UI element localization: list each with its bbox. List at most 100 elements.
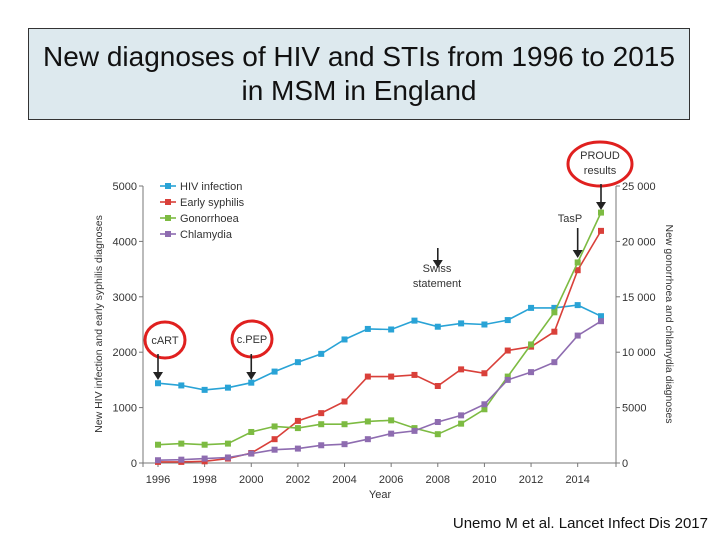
tasp-arrow-head	[572, 250, 583, 258]
data-point	[504, 347, 511, 354]
data-point	[294, 425, 301, 432]
legend-label: Early syphilis	[180, 197, 245, 209]
data-point	[551, 328, 558, 335]
legend-marker	[165, 215, 171, 221]
data-point	[388, 373, 395, 380]
proud-highlight-circle	[566, 140, 634, 188]
data-point	[574, 259, 581, 266]
x-tick-label: 2008	[426, 474, 450, 486]
data-point	[598, 227, 604, 234]
data-point	[598, 318, 604, 325]
legend-label: HIV infection	[180, 181, 242, 193]
data-point	[411, 427, 418, 434]
data-point	[364, 418, 371, 425]
swiss-label-line1: Swiss	[423, 263, 452, 275]
data-point	[248, 379, 255, 386]
swiss-label-line2: statement	[413, 278, 461, 290]
cpep-arrow-head	[246, 372, 257, 380]
right-y-axis-label: New gonorrhoea and chlamydia diagnoses	[663, 224, 675, 423]
data-point	[434, 382, 441, 389]
data-point	[388, 430, 395, 437]
x-tick-label: 1996	[146, 474, 170, 486]
data-point	[481, 406, 488, 413]
data-point	[388, 417, 395, 424]
data-point	[318, 350, 325, 357]
data-point	[224, 384, 231, 391]
data-point	[528, 341, 535, 348]
x-tick-label: 2012	[519, 474, 543, 486]
data-point	[458, 320, 465, 327]
legend-marker	[165, 183, 171, 189]
data-point	[155, 457, 161, 464]
data-point	[201, 441, 208, 448]
data-point	[481, 401, 488, 408]
x-tick-label: 2010	[472, 474, 496, 486]
data-point	[574, 267, 581, 274]
slide-title: New diagnoses of HIV and STIs from 1996 …	[43, 41, 675, 106]
x-tick-label: 2002	[286, 474, 310, 486]
data-point	[481, 321, 488, 328]
data-point	[178, 456, 185, 463]
data-point	[574, 302, 581, 309]
series-line-chlamydia	[157, 320, 602, 461]
data-point	[178, 440, 185, 447]
right-y-tick-label: 5000	[622, 403, 646, 415]
data-point	[504, 317, 511, 324]
x-tick-label: 2000	[239, 474, 263, 486]
left-y-tick-label: 1000	[113, 403, 137, 415]
data-point	[411, 317, 418, 324]
data-point	[294, 359, 301, 366]
data-point	[364, 373, 371, 380]
data-point	[528, 304, 535, 311]
data-point	[271, 446, 278, 453]
legend-marker	[165, 199, 171, 205]
data-point	[458, 420, 465, 427]
data-point	[551, 309, 558, 316]
right-y-tick-label: 20 000	[622, 236, 656, 248]
x-axis-label: Year	[369, 489, 392, 501]
series-line-hiv-infection	[157, 304, 602, 391]
right-y-tick-label: 25 000	[622, 181, 656, 193]
data-point	[551, 304, 558, 311]
data-point	[341, 441, 348, 448]
data-point	[294, 445, 301, 452]
data-point	[388, 326, 395, 333]
data-point	[248, 450, 255, 457]
data-point	[178, 382, 185, 389]
left-y-tick-label: 5000	[113, 181, 137, 193]
data-point	[341, 421, 348, 428]
legend-marker	[165, 231, 171, 237]
x-tick-label: 2006	[379, 474, 403, 486]
citation-caption: Unemo M et al. Lancet Infect Dis 2017	[452, 515, 708, 532]
left-y-tick-label: 0	[131, 458, 137, 470]
data-point	[341, 336, 348, 343]
legend-label: Chlamydia	[180, 229, 233, 241]
data-point	[155, 380, 161, 387]
data-point	[481, 370, 488, 377]
data-point	[434, 323, 441, 330]
right-y-tick-label: 10 000	[622, 347, 656, 359]
data-point	[318, 410, 325, 417]
x-tick-label: 1998	[192, 474, 216, 486]
data-point	[598, 209, 604, 216]
data-point	[224, 440, 231, 447]
data-point	[574, 332, 581, 339]
right-y-tick-label: 15 000	[622, 292, 656, 304]
legend-label: Gonorrhoea	[180, 213, 240, 225]
left-y-tick-label: 4000	[113, 236, 137, 248]
data-point	[155, 441, 161, 448]
data-point	[341, 398, 348, 405]
swiss-arrow-head	[432, 260, 443, 268]
data-point	[504, 373, 511, 380]
series-line-gonorrhoea	[157, 212, 602, 446]
data-point	[458, 412, 465, 419]
data-point	[318, 421, 325, 428]
data-point	[271, 436, 278, 443]
data-point	[224, 454, 231, 461]
x-tick-label: 2014	[565, 474, 589, 486]
right-y-tick-label: 0	[622, 458, 628, 470]
cart-highlight-circle	[143, 320, 187, 360]
cart-arrow-head	[153, 372, 163, 380]
proud-label-line1: PROUD	[580, 150, 620, 162]
